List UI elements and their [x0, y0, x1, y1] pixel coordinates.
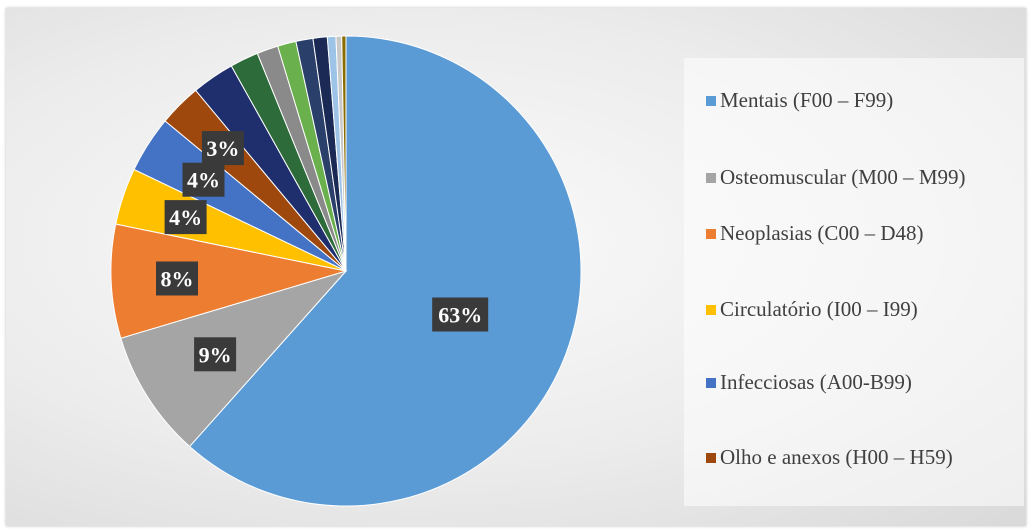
- data-label-text: 63%: [438, 303, 482, 328]
- legend-label: Neoplasias (C00 – D48): [720, 221, 924, 245]
- legend-label: Osteomuscular (M00 – M99): [720, 165, 966, 189]
- legend-label: Infecciosas (A00-B99): [720, 370, 912, 394]
- legend-item: Mentais (F00 – F99): [706, 88, 1016, 112]
- data-label: 63%: [432, 297, 489, 332]
- legend-swatch: [706, 378, 716, 388]
- data-label-text: 4%: [187, 168, 220, 193]
- legend-item: Neoplasias (C00 – D48): [706, 221, 1016, 245]
- pie-chart: 63% 9% 8% 4% 4% 3%: [110, 35, 582, 507]
- pie-slice: [341, 35, 347, 272]
- legend-label: Mentais (F00 – F99): [720, 88, 894, 112]
- chart-area: 63% 9% 8% 4% 4% 3% Mentais (F00 – F99) Osteom…: [6, 8, 1026, 526]
- legend-label: Olho e anexos (H00 – H59): [720, 445, 953, 469]
- legend-swatch: [706, 96, 716, 106]
- data-label: 4%: [182, 162, 225, 197]
- legend-item: Infecciosas (A00-B99): [706, 370, 1016, 394]
- data-label: 3%: [201, 131, 244, 166]
- legend: Mentais (F00 – F99) Osteomuscular (M00 –…: [684, 58, 1024, 506]
- data-label-text: 8%: [161, 267, 194, 292]
- legend-swatch: [706, 229, 716, 239]
- data-label-box: [164, 200, 207, 235]
- data-label: 8%: [156, 261, 198, 296]
- data-label-text: 3%: [206, 136, 239, 161]
- data-label: 9%: [194, 337, 237, 372]
- legend-item: Osteomuscular (M00 – M99): [706, 165, 1016, 189]
- legend-item: Circulatório (I00 – I99): [706, 297, 1016, 321]
- legend-swatch: [706, 453, 716, 463]
- legend-label: Circulatório (I00 – I99): [720, 297, 918, 321]
- data-label-text: 4%: [169, 205, 202, 230]
- data-label-box: [182, 162, 225, 197]
- legend-swatch: [706, 305, 716, 315]
- data-label-text: 9%: [199, 342, 232, 367]
- data-label-box: [156, 261, 198, 296]
- legend-item: Olho e anexos (H00 – H59): [706, 445, 1016, 469]
- data-label-box: [201, 131, 244, 166]
- pie-slice: [110, 223, 347, 339]
- data-label-box: [432, 297, 489, 332]
- data-label: 4%: [164, 200, 207, 235]
- legend-swatch: [706, 173, 716, 183]
- pie-slice: [188, 35, 582, 507]
- data-label-box: [194, 337, 237, 372]
